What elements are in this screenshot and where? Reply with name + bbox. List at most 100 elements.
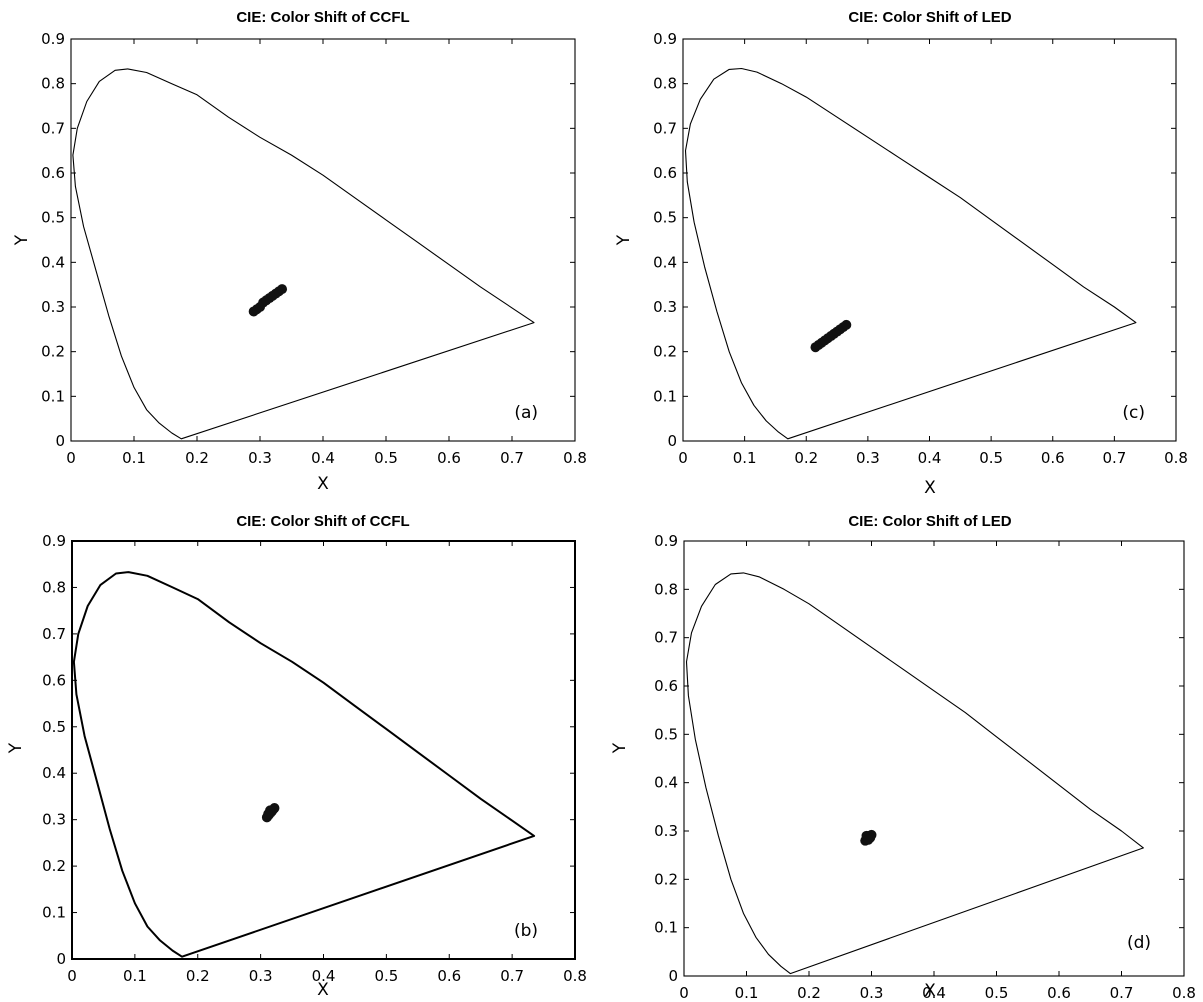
y-tick-label: 0.1 — [42, 904, 66, 922]
x-tick-label: 0.2 — [797, 984, 821, 1002]
y-tick-label: 0.8 — [653, 75, 677, 93]
panel-label: (b) — [514, 921, 538, 941]
spectral-locus — [72, 68, 535, 440]
x-tick-label: 0.8 — [563, 967, 587, 985]
x-tick-label: 0.7 — [500, 967, 524, 985]
y-axis-label: Y — [6, 742, 26, 754]
y-tick-label: 0 — [668, 967, 678, 985]
y-tick-label: 0.7 — [41, 119, 65, 137]
x-tick-label: 0.7 — [500, 449, 524, 467]
x-tick-label: 0.4 — [312, 967, 336, 985]
x-axis-label: X — [924, 478, 936, 498]
y-tick-label: 0.9 — [42, 532, 66, 550]
x-tick-label: 0 — [678, 449, 688, 467]
data-point — [841, 319, 852, 330]
x-tick-label: 0.7 — [1110, 984, 1134, 1002]
y-tick-label: 0.4 — [654, 774, 678, 792]
x-tick-label: 0.1 — [733, 449, 757, 467]
y-tick-label: 0.9 — [653, 30, 677, 48]
chart-title: CIE: Color Shift of CCFL — [236, 9, 409, 26]
y-tick-label: 0.3 — [654, 822, 678, 840]
panel-label: (d) — [1127, 933, 1151, 953]
x-tick-label: 0.7 — [1102, 449, 1126, 467]
spectral-locus — [72, 571, 536, 958]
x-tick-label: 0.3 — [248, 449, 272, 467]
panel-d: CIE: Color Shift of LED X Y (d) 0 0.1 0.2 0… — [610, 513, 1196, 1002]
y-tick-label: 0 — [667, 432, 677, 450]
x-tick-label: 0.6 — [1041, 449, 1065, 467]
y-axis-label: Y — [12, 234, 32, 246]
y-axis-label: Y — [614, 234, 634, 246]
x-tick-label: 0.3 — [860, 984, 884, 1002]
x-tick-label: 0.4 — [922, 984, 946, 1002]
x-tick-label: 0.8 — [563, 449, 587, 467]
x-tick-label: 0.5 — [374, 967, 398, 985]
chart-title: CIE: Color Shift of LED — [848, 9, 1011, 26]
panel-a: CIE: Color Shift of CCFL X Y (a) 0 0.1 0.2… — [12, 9, 587, 494]
x-axis-label: X — [317, 474, 329, 494]
y-tick-label: 0.3 — [41, 298, 65, 316]
x-tick-label: 0.2 — [186, 967, 210, 985]
plot-frame — [70, 38, 576, 442]
plot-frame — [71, 540, 576, 960]
x-tick-label: 0 — [67, 967, 77, 985]
y-tick-label: 0.8 — [42, 578, 66, 596]
plot-frame — [683, 540, 1185, 977]
x-tick-label: 0.4 — [311, 449, 335, 467]
x-tick-label: 0.6 — [437, 967, 461, 985]
y-tick-label: 0.5 — [41, 209, 65, 227]
panel-label: (a) — [514, 403, 538, 423]
y-axis-label: Y — [610, 742, 630, 754]
y-tick-label: 0.6 — [41, 164, 65, 182]
x-tick-label: 0.8 — [1164, 449, 1188, 467]
y-tick-label: 0.5 — [42, 718, 66, 736]
chart-title: CIE: Color Shift of CCFL — [236, 513, 409, 530]
panel-c: CIE: Color Shift of LED X Y (c) 0 0.1 0.2 0… — [614, 9, 1188, 498]
y-tick-label: 0.2 — [41, 343, 65, 361]
y-tick-label: 0.2 — [653, 343, 677, 361]
data-point — [277, 284, 288, 295]
x-tick-label: 0.5 — [374, 449, 398, 467]
y-tick-label: 0.1 — [654, 919, 678, 937]
x-tick-label: 0.1 — [735, 984, 759, 1002]
y-tick-label: 0.9 — [654, 532, 678, 550]
y-tick-label: 0.8 — [654, 580, 678, 598]
x-tick-label: 0.3 — [249, 967, 273, 985]
x-tick-label: 0.2 — [185, 449, 209, 467]
y-tick-label: 0.5 — [654, 725, 678, 743]
x-tick-label: 0.6 — [437, 449, 461, 467]
y-tick-label: 0.1 — [653, 387, 677, 405]
x-tick-label: 0.2 — [794, 449, 818, 467]
x-tick-label: 0.5 — [979, 449, 1003, 467]
x-tick-label: 0 — [66, 449, 76, 467]
spectral-locus — [685, 572, 1144, 975]
x-tick-label: 0.4 — [918, 449, 942, 467]
y-tick-label: 0.4 — [42, 764, 66, 782]
spectral-locus — [684, 67, 1137, 440]
x-axis-label: X — [924, 981, 936, 1001]
y-tick-label: 0 — [55, 432, 65, 450]
y-tick-label: 0.7 — [42, 625, 66, 643]
y-tick-label: 0 — [56, 950, 66, 968]
y-tick-label: 0.4 — [41, 253, 65, 271]
y-tick-label: 0.3 — [653, 298, 677, 316]
y-tick-label: 0.1 — [41, 387, 65, 405]
x-tick-label: 0.6 — [1047, 984, 1071, 1002]
x-axis-label: X — [317, 980, 329, 1000]
y-tick-label: 0.6 — [653, 164, 677, 182]
y-tick-label: 0.8 — [41, 75, 65, 93]
y-tick-label: 0.7 — [653, 119, 677, 137]
y-tick-label: 0.9 — [41, 30, 65, 48]
x-tick-label: 0.8 — [1172, 984, 1196, 1002]
y-tick-label: 0.2 — [654, 870, 678, 888]
plot-frame — [682, 38, 1177, 442]
y-tick-label: 0.4 — [653, 253, 677, 271]
y-tick-label: 0.7 — [654, 629, 678, 647]
y-tick-label: 0.6 — [654, 677, 678, 695]
x-tick-label: 0 — [679, 984, 689, 1002]
panel-label: (c) — [1122, 403, 1145, 423]
x-tick-label: 0.5 — [985, 984, 1009, 1002]
panel-b: CIE: Color Shift of CCFL X Y (b) 0 0.1 0.2… — [6, 513, 587, 1000]
x-tick-label: 0.1 — [122, 449, 146, 467]
